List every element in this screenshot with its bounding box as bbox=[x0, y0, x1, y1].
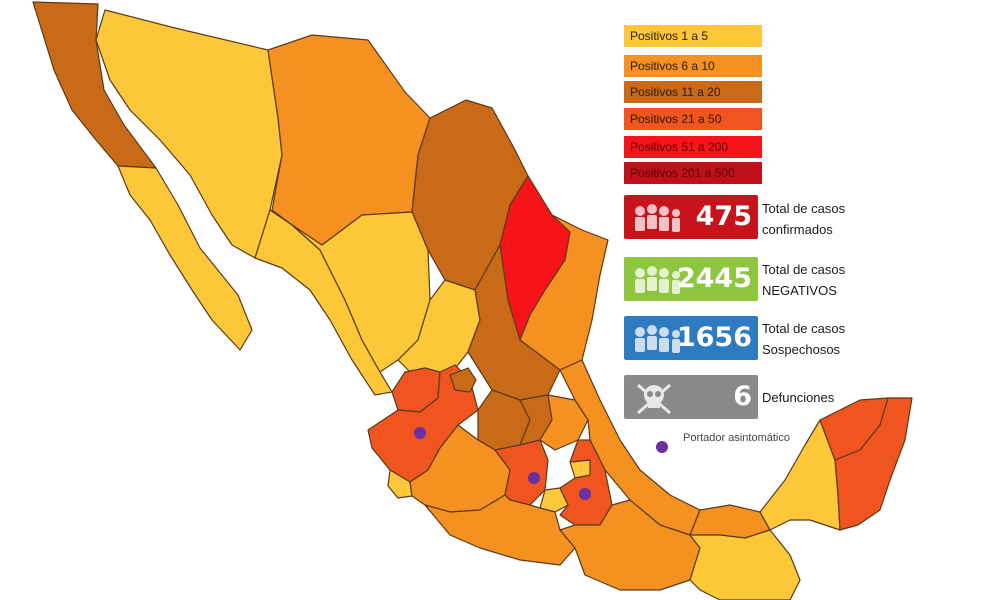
stat-negative: 2445 bbox=[624, 257, 758, 301]
suspected-label: Total de casos Sospechosos bbox=[762, 321, 846, 357]
state-tabasco bbox=[689, 504, 771, 539]
suspected-count: 1656 bbox=[676, 322, 752, 353]
legend-item-6-10: Positivos 6 a 10 bbox=[624, 55, 762, 77]
state-guerrero bbox=[424, 494, 576, 566]
state-aguascalientes bbox=[449, 367, 477, 393]
state-san-luis-potosi bbox=[467, 244, 561, 401]
skull-icon bbox=[637, 383, 671, 415]
legend-item-51-200: Positivos 51 a 200 bbox=[624, 136, 762, 158]
deaths-count: 6 bbox=[733, 381, 752, 412]
legend-item-1-5: Positivos 1 a 5 bbox=[624, 25, 762, 47]
legend-item-201-500: Positivos 201 a 500 bbox=[624, 162, 762, 184]
state-puebla bbox=[559, 439, 613, 526]
legend-item-11-20: Positivos 11 a 20 bbox=[624, 81, 762, 103]
confirmed-count: 475 bbox=[695, 201, 752, 232]
state-baja-california-sur bbox=[117, 165, 253, 351]
carrier-marker-jalisco bbox=[414, 427, 426, 439]
state-morelos bbox=[539, 487, 569, 513]
carrier-marker-puebla bbox=[579, 488, 591, 500]
state-colima bbox=[387, 469, 413, 499]
carrier-legend-label: Portador asintomático bbox=[683, 432, 790, 444]
negative-label: Total de casos NEGATIVOS bbox=[762, 262, 846, 298]
people-icon bbox=[635, 204, 680, 232]
deaths-label: Defunciones bbox=[762, 390, 835, 405]
carrier-marker-michoacan bbox=[528, 472, 540, 484]
negative-count: 2445 bbox=[676, 263, 752, 294]
state-quintana-roo bbox=[834, 397, 913, 531]
legend-item-21-50: Positivos 21 a 50 bbox=[624, 108, 762, 130]
state-estado-de-mexico bbox=[494, 439, 549, 506]
state-chiapas bbox=[689, 529, 801, 600]
stat-deaths: 6 bbox=[624, 375, 758, 419]
confirmed-label: Total de casos confirmados bbox=[762, 201, 846, 237]
people-icon bbox=[635, 266, 680, 294]
carrier-legend-dot bbox=[656, 441, 668, 453]
stat-suspected: 1656 bbox=[624, 316, 758, 360]
people-icon bbox=[635, 325, 680, 353]
stat-confirmed: 475 bbox=[624, 195, 758, 239]
